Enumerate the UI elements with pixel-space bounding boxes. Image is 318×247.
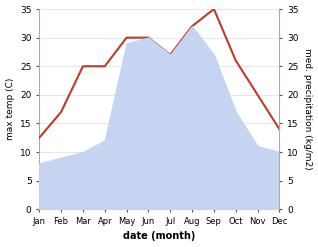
Y-axis label: max temp (C): max temp (C) bbox=[5, 78, 15, 140]
X-axis label: date (month): date (month) bbox=[123, 231, 196, 242]
Y-axis label: med. precipitation (kg/m2): med. precipitation (kg/m2) bbox=[303, 48, 313, 170]
